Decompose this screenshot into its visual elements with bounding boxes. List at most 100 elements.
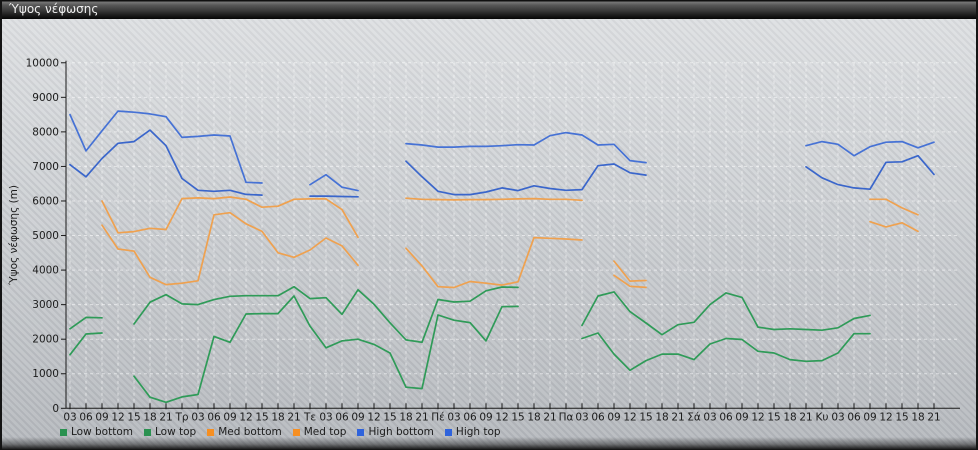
- chart-legend: Low bottom Low top Med bottom Med top High b…: [60, 426, 501, 438]
- series-med-bottom-line: [101, 211, 919, 289]
- legend-label: High top: [455, 426, 501, 438]
- x-tick-label: 09: [863, 411, 876, 423]
- x-tick-label: 09: [479, 411, 492, 423]
- x-tick-label: 03: [63, 411, 76, 423]
- y-tick-label: 10000: [26, 57, 59, 69]
- x-tick-label: Πέ: [431, 411, 445, 423]
- legend-item-high-top[interactable]: High top: [444, 426, 501, 438]
- legend-swatch-icon: [357, 428, 365, 436]
- series-high-top-line: [69, 110, 935, 192]
- y-tick-label: 9000: [32, 92, 59, 104]
- legend-label: Low top: [155, 426, 197, 438]
- x-tick-label: 18: [271, 411, 284, 423]
- legend-label: Med bottom: [218, 426, 282, 438]
- axes: [61, 60, 960, 410]
- x-tick-label: 15: [127, 411, 140, 423]
- legend-swatch-icon: [292, 428, 300, 436]
- window-bottom-edge: [2, 437, 976, 450]
- x-tick-label: 06: [719, 411, 733, 423]
- x-tick-label: 21: [287, 411, 300, 423]
- x-tick-label: 21: [799, 411, 812, 423]
- legend-item-low-top[interactable]: Low top: [144, 426, 196, 438]
- legend-label: Low bottom: [71, 426, 133, 438]
- x-tick-label: 12: [879, 411, 892, 423]
- y-tick-label: 8000: [32, 126, 59, 138]
- series-med-top-line: [101, 196, 919, 282]
- x-tick-label: 21: [927, 411, 940, 423]
- x-tick-label: 03: [703, 411, 716, 423]
- x-tick-label: 12: [239, 411, 252, 423]
- x-tick-label: 15: [895, 411, 908, 423]
- x-axis-tick-labels: 03 06 09 12 15 18 21 Τρ 03 06 09 12 15 18 21 Τε 03 06 09 12…: [63, 411, 940, 423]
- x-tick-label: 18: [527, 411, 540, 423]
- x-tick-label: 12: [623, 411, 636, 423]
- legend-item-high-bottom[interactable]: High bottom: [357, 426, 434, 438]
- x-tick-label: 21: [159, 411, 172, 423]
- legend-item-med-bottom[interactable]: Med bottom: [207, 426, 282, 438]
- x-tick-label: 12: [367, 411, 380, 423]
- x-tick-label: 21: [671, 411, 684, 423]
- x-tick-label: 06: [591, 411, 605, 423]
- x-tick-label: 18: [783, 411, 796, 423]
- x-tick-label: 18: [399, 411, 412, 423]
- x-tick-label: 03: [319, 411, 332, 423]
- window-titlebar[interactable]: Ύψος νέφωσης: [2, 0, 976, 19]
- x-tick-label: 12: [751, 411, 764, 423]
- x-tick-label: 06: [463, 411, 477, 423]
- x-tick-label: 09: [607, 411, 620, 423]
- x-tick-label: 18: [143, 411, 156, 423]
- y-axis-title: Ύψος νέφωσης (m): [8, 185, 20, 286]
- x-tick-label: 06: [79, 411, 93, 423]
- x-tick-label: Σά: [687, 411, 701, 423]
- y-tick-label: 5000: [32, 230, 59, 242]
- legend-swatch-icon: [60, 428, 67, 436]
- legend-label: High bottom: [368, 426, 434, 438]
- x-tick-label: 06: [335, 411, 349, 423]
- x-tick-label: 06: [847, 411, 861, 423]
- x-tick-label: 15: [383, 411, 396, 423]
- legend-label: Med top: [303, 426, 347, 438]
- series-high-bottom-line: [69, 129, 935, 198]
- x-tick-label: 15: [511, 411, 524, 423]
- x-tick-label: Κυ: [816, 411, 829, 423]
- legend-item-med-top[interactable]: Med top: [292, 426, 347, 438]
- x-tick-label: 03: [447, 411, 460, 423]
- legend-swatch-icon: [444, 428, 452, 436]
- x-tick-label: 03: [575, 411, 588, 423]
- x-tick-label: 15: [767, 411, 780, 423]
- series-low-bottom-line: [69, 295, 871, 404]
- y-tick-label: 0: [52, 403, 59, 415]
- legend-swatch-icon: [207, 428, 215, 436]
- x-tick-label: 12: [495, 411, 508, 423]
- legend-item-low-bottom[interactable]: Low bottom: [60, 426, 133, 438]
- x-tick-label: 15: [255, 411, 268, 423]
- x-tick-label: 03: [191, 411, 204, 423]
- y-tick-label: 2000: [32, 334, 59, 346]
- x-tick-label: Τε: [303, 411, 316, 423]
- y-tick-label: 1000: [32, 368, 59, 380]
- window-title: Ύψος νέφωσης: [9, 2, 99, 16]
- y-tick-label: 7000: [32, 161, 59, 173]
- x-tick-label: 03: [831, 411, 844, 423]
- x-tick-label: Πα: [559, 411, 574, 423]
- x-tick-label: 12: [111, 411, 124, 423]
- y-tick-label: 3000: [32, 299, 59, 311]
- x-tick-label: 06: [207, 411, 221, 423]
- y-tick-label: 6000: [32, 195, 59, 207]
- x-tick-label: 09: [735, 411, 748, 423]
- x-tick-label: 15: [639, 411, 652, 423]
- x-tick-label: 21: [543, 411, 556, 423]
- chart-area: 03 06 09 12 15 18 21 Τρ 03 06 09 12 15 18 21 Τε 03 06 09 12…: [2, 19, 976, 450]
- x-tick-label: 21: [415, 411, 428, 423]
- y-axis-tick-labels: 0 1000 2000 3000 4000 5000 6000 7000 8000 9000 100…: [26, 57, 59, 415]
- x-tick-label: Τρ: [174, 411, 188, 423]
- x-tick-label: 18: [655, 411, 668, 423]
- x-tick-label: 18: [911, 411, 924, 423]
- series-low-top-line: [69, 285, 871, 344]
- legend-swatch-icon: [144, 428, 151, 436]
- gridlines: [66, 62, 960, 409]
- x-tick-label: 09: [351, 411, 364, 423]
- x-tick-label: 09: [95, 411, 108, 423]
